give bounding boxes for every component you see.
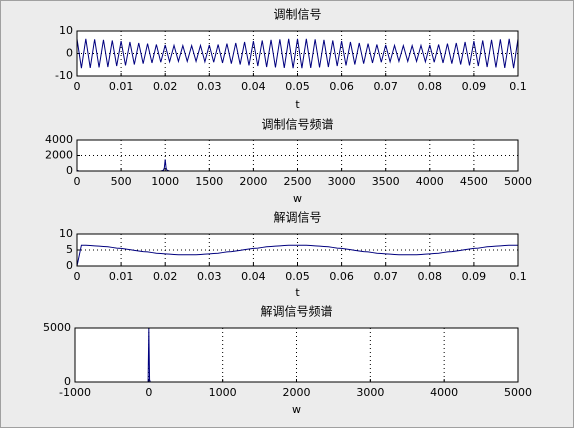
axes-frame — [76, 233, 519, 267]
x-tick-label: 4500 — [460, 175, 488, 188]
y-tick-label: 5 — [66, 243, 73, 256]
y-tick-label: 0 — [66, 164, 73, 177]
x-tick-label: 0.1 — [509, 80, 527, 93]
axes-frame — [76, 139, 519, 172]
x-tick-label: 0 — [74, 175, 81, 188]
x-tick-label: 1500 — [195, 175, 223, 188]
x-tick-label: 500 — [111, 175, 132, 188]
chart-title: 调制信号频谱 — [261, 118, 333, 132]
x-tick-label: 0.03 — [197, 80, 222, 93]
x-axis-label: w — [293, 192, 302, 205]
x-axis-label: t — [295, 98, 300, 111]
x-tick-label: 0.09 — [462, 80, 487, 93]
x-tick-label: 0 — [74, 80, 81, 93]
x-tick-label: 0.01 — [109, 80, 134, 93]
x-tick-label: 0.06 — [329, 270, 354, 283]
x-tick-label: 2500 — [284, 175, 312, 188]
axes-frame — [74, 327, 519, 383]
chart-title: 解调信号 — [273, 211, 321, 225]
x-tick-label: 0.04 — [241, 80, 266, 93]
y-tick-label: 0 — [64, 375, 71, 388]
y-tick-label: 10 — [59, 227, 73, 240]
x-tick-label: -1000 — [59, 386, 91, 399]
x-tick-label: 0 — [74, 270, 81, 283]
x-tick-label: 0.08 — [418, 80, 443, 93]
x-tick-label: 0.03 — [197, 270, 222, 283]
x-tick-label: 0.04 — [241, 270, 266, 283]
y-tick-label: 5000 — [43, 321, 71, 334]
chart-title: 调制信号 — [273, 8, 321, 22]
x-tick-label: 0.09 — [462, 270, 487, 283]
y-tick-label: 2000 — [45, 149, 73, 162]
x-tick-label: 0 — [145, 386, 152, 399]
y-tick-label: -10 — [55, 69, 73, 82]
x-tick-label: 1000 — [209, 386, 237, 399]
chart-title: 解调信号频谱 — [260, 305, 332, 319]
x-tick-label: 5000 — [504, 386, 532, 399]
x-tick-label: 0.02 — [153, 80, 178, 93]
x-tick-label: 1000 — [151, 175, 179, 188]
y-tick-label: 4000 — [45, 133, 73, 146]
x-tick-label: 0.08 — [418, 270, 443, 283]
x-axis-label: t — [295, 286, 300, 299]
x-tick-label: 0.05 — [285, 80, 310, 93]
x-tick-label: 3500 — [372, 175, 400, 188]
x-tick-label: 0.06 — [329, 80, 354, 93]
x-tick-label: 3000 — [356, 386, 384, 399]
y-tick-label: 10 — [59, 24, 73, 37]
x-tick-label: 2000 — [239, 175, 267, 188]
x-tick-label: 4000 — [430, 386, 458, 399]
x-tick-label: 0.07 — [373, 270, 398, 283]
x-tick-label: 3000 — [328, 175, 356, 188]
x-tick-label: 0.07 — [373, 80, 398, 93]
y-tick-label: 0 — [66, 47, 73, 60]
signal-line — [76, 244, 518, 267]
axes-frame — [76, 30, 519, 77]
y-tick-label: 0 — [66, 259, 73, 272]
x-tick-label: 0.02 — [153, 270, 178, 283]
x-tick-label: 2000 — [283, 386, 311, 399]
x-tick-label: 0.01 — [109, 270, 134, 283]
x-tick-label: 5000 — [504, 175, 532, 188]
x-tick-label: 0.05 — [285, 270, 310, 283]
x-axis-label: w — [292, 403, 301, 416]
x-tick-label: 4000 — [416, 175, 444, 188]
x-tick-label: 0.1 — [509, 270, 527, 283]
signal-line — [76, 38, 519, 69]
